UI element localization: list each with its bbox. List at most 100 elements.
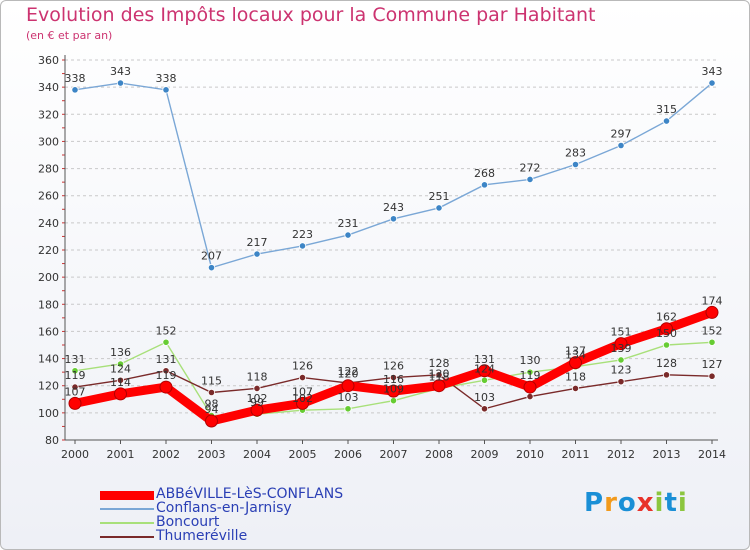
data-point-abbeville xyxy=(614,337,628,351)
data-point-thumer-ville xyxy=(480,405,489,413)
data-label: 99 xyxy=(250,396,264,409)
data-point-thumer-ville xyxy=(708,372,716,380)
data-label: 98 xyxy=(205,398,219,411)
y-tick-label: 80 xyxy=(45,434,59,447)
data-label: 134 xyxy=(565,349,586,362)
data-point-boncourt xyxy=(71,367,79,375)
data-label: 338 xyxy=(65,72,86,85)
y-tick-label: 340 xyxy=(38,81,59,94)
chart-title: Evolution des Impôts locaux pour la Comm… xyxy=(26,4,596,26)
data-point-thumer-ville xyxy=(162,367,170,375)
data-label: 107 xyxy=(292,385,313,398)
data-label: 116 xyxy=(383,373,404,386)
data-label: 139 xyxy=(611,342,632,355)
data-label: 207 xyxy=(201,250,222,263)
legend-label-abbeville: ABBéVILLE-LèS-CONFLANS xyxy=(156,486,344,502)
data-label: 120 xyxy=(338,368,359,381)
data-label: 118 xyxy=(429,370,450,383)
logo-letter: P xyxy=(584,488,605,518)
data-label: 119 xyxy=(156,369,177,382)
y-tick-label: 120 xyxy=(38,380,59,393)
data-point-abbeville xyxy=(523,380,537,394)
data-point-thumer-ville xyxy=(116,376,125,384)
data-label: 122 xyxy=(338,365,359,378)
data-label: 231 xyxy=(338,217,359,230)
data-label: 152 xyxy=(156,324,177,337)
y-tick-label: 200 xyxy=(38,271,59,284)
legend-swatch-boncourt xyxy=(100,522,154,524)
data-point-boncourt xyxy=(480,376,489,384)
logo-letter: i xyxy=(677,488,688,518)
data-label: 343 xyxy=(702,65,723,78)
data-label: 152 xyxy=(702,324,723,337)
data-point-boncourt xyxy=(617,356,625,364)
data-label: 123 xyxy=(611,364,632,377)
data-point-abbeville xyxy=(569,356,582,370)
data-label: 131 xyxy=(156,353,177,366)
y-tick-label: 360 xyxy=(38,54,59,67)
legend-label-thumereville: Thumeréville xyxy=(156,528,248,544)
data-label: 120 xyxy=(429,368,450,381)
data-label: 128 xyxy=(429,357,450,370)
y-tick-label: 220 xyxy=(38,244,59,257)
data-label: 243 xyxy=(383,201,404,214)
x-tick-label: 2006 xyxy=(334,448,362,461)
x-tick-label: 2011 xyxy=(562,448,590,461)
logo-letter: t xyxy=(664,488,678,518)
data-label: 107 xyxy=(65,385,86,398)
data-label: 119 xyxy=(65,369,86,382)
data-point-abbeville xyxy=(68,396,82,410)
data-label: 268 xyxy=(474,167,495,180)
data-label: 217 xyxy=(247,236,268,249)
data-label: 124 xyxy=(110,362,131,375)
data-label: 102 xyxy=(247,392,268,405)
x-tick-label: 2007 xyxy=(380,448,408,461)
data-label: 272 xyxy=(520,161,541,174)
legend-swatch-abbeville xyxy=(100,491,154,500)
data-label: 251 xyxy=(429,190,450,203)
x-tick-label: 2002 xyxy=(152,448,180,461)
y-tick-label: 280 xyxy=(38,163,59,176)
data-label: 283 xyxy=(565,147,586,160)
data-point-abbeville xyxy=(432,379,446,393)
data-label: 174 xyxy=(702,294,723,307)
data-label: 131 xyxy=(65,353,86,366)
data-label: 114 xyxy=(110,376,131,389)
x-tick-label: 2009 xyxy=(471,448,499,461)
data-label: 150 xyxy=(656,327,677,340)
data-label: 136 xyxy=(110,346,131,359)
data-point-thumer-ville xyxy=(435,371,443,379)
data-label: 126 xyxy=(292,360,313,373)
data-point-boncourt xyxy=(662,341,671,349)
data-point-conflans-en-jarnisy xyxy=(480,181,489,189)
logo-letter: r xyxy=(604,488,618,518)
data-point-abbeville xyxy=(296,396,309,410)
data-point-abbeville xyxy=(478,364,491,378)
data-label: 109 xyxy=(383,383,404,396)
data-point-conflans-en-jarnisy xyxy=(253,250,261,258)
data-label: 223 xyxy=(292,228,313,241)
data-label: 151 xyxy=(611,326,632,339)
data-label: 102 xyxy=(292,392,313,405)
data-label: 162 xyxy=(656,311,677,324)
data-point-thumer-ville xyxy=(389,373,398,382)
data-point-conflans-en-jarnisy xyxy=(435,204,443,212)
data-point-conflans-en-jarnisy xyxy=(207,264,216,272)
data-label: 131 xyxy=(474,353,495,366)
data-label: 338 xyxy=(156,72,177,85)
legend-label-boncourt: Boncourt xyxy=(156,514,220,530)
y-tick-label: 180 xyxy=(38,298,59,311)
chart-subtitle: (en € et par an) xyxy=(26,29,113,42)
y-tick-label: 320 xyxy=(38,108,59,121)
data-point-abbeville xyxy=(205,414,218,428)
data-point-conflans-en-jarnisy xyxy=(162,86,170,94)
data-point-conflans-en-jarnisy xyxy=(116,79,125,87)
data-label: 124 xyxy=(474,362,495,375)
x-tick-label: 2014 xyxy=(698,448,726,461)
x-tick-label: 2001 xyxy=(107,448,135,461)
data-point-boncourt xyxy=(344,405,352,413)
data-point-conflans-en-jarnisy xyxy=(71,86,79,94)
x-tick-label: 2000 xyxy=(61,448,89,461)
data-point-abbeville xyxy=(159,380,173,394)
